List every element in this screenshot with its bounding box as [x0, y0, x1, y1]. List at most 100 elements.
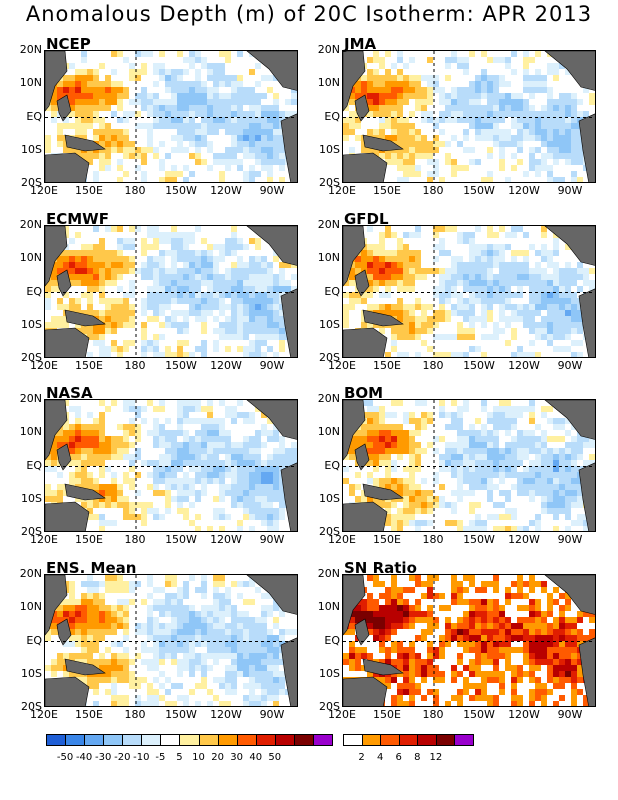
field-cell — [231, 617, 237, 623]
field-cell — [183, 123, 189, 129]
field-cell — [279, 292, 285, 298]
field-cell — [147, 647, 153, 653]
field-cell — [547, 653, 553, 659]
field-cell — [213, 496, 219, 502]
field-cell — [439, 274, 445, 280]
field-cell — [433, 617, 439, 623]
field-cell — [207, 412, 213, 418]
field-cell — [237, 111, 243, 117]
field-cell — [201, 581, 207, 587]
field-cell — [255, 460, 261, 466]
field-cell — [207, 617, 213, 623]
field-cell — [445, 268, 451, 274]
field-cell — [487, 490, 493, 496]
field-cell — [201, 99, 207, 105]
field-cell — [117, 448, 123, 454]
field-cell — [445, 99, 451, 105]
field-cell — [397, 520, 403, 526]
field-cell — [553, 448, 559, 454]
field-cell — [105, 406, 111, 412]
field-cell — [385, 460, 391, 466]
field-cell — [261, 328, 267, 334]
field-cell — [165, 298, 171, 304]
field-cell — [189, 647, 195, 653]
field-cell — [457, 472, 463, 478]
field-cell — [421, 316, 427, 322]
field-cell — [297, 135, 298, 141]
field-cell — [391, 448, 397, 454]
field-cell — [577, 641, 583, 647]
field-cell — [123, 496, 129, 502]
field-cell — [559, 93, 565, 99]
field-cell — [529, 292, 535, 298]
field-cell — [529, 400, 535, 406]
field-cell — [517, 262, 523, 268]
field-cell — [559, 629, 565, 635]
field-cell — [111, 322, 117, 328]
field-cell — [87, 268, 93, 274]
field-cell — [117, 93, 123, 99]
field-cell — [433, 256, 439, 262]
field-cell — [105, 520, 111, 526]
field-cell — [445, 617, 451, 623]
field-cell — [391, 593, 397, 599]
field-cell — [481, 460, 487, 466]
field-cell — [141, 310, 147, 316]
field-cell — [249, 165, 255, 171]
field-cell — [147, 274, 153, 280]
field-cell — [255, 304, 261, 310]
field-cell — [451, 93, 457, 99]
field-cell — [373, 436, 379, 442]
field-cell — [469, 448, 475, 454]
field-cell — [75, 274, 81, 280]
panel-label: NCEP — [46, 35, 91, 53]
field-cell — [529, 406, 535, 412]
field-cell — [535, 268, 541, 274]
field-cell — [111, 448, 117, 454]
field-cell — [165, 442, 171, 448]
field-cell — [523, 484, 529, 490]
field-cell — [523, 322, 529, 328]
field-cell — [225, 701, 231, 706]
field-cell — [481, 268, 487, 274]
field-cell — [99, 81, 105, 87]
field-cell — [367, 81, 373, 87]
field-cell — [481, 298, 487, 304]
field-cell — [415, 87, 421, 93]
field-cell — [541, 232, 547, 238]
field-cell — [255, 340, 261, 346]
field-cell — [493, 105, 499, 111]
field-cell — [147, 659, 153, 665]
field-cell — [177, 292, 183, 298]
field-cell — [111, 490, 117, 496]
field-cell — [511, 647, 517, 653]
field-cell — [243, 123, 249, 129]
field-cell — [379, 436, 385, 442]
field-cell — [99, 599, 105, 605]
field-cell — [379, 75, 385, 81]
field-cell — [69, 478, 75, 484]
field-cell — [69, 617, 75, 623]
field-cell — [577, 478, 583, 484]
field-cell — [469, 262, 475, 268]
field-cell — [373, 51, 379, 57]
field-cell — [135, 514, 141, 520]
field-cell — [505, 274, 511, 280]
field-cell — [159, 671, 165, 677]
field-cell — [279, 677, 285, 683]
field-cell — [243, 502, 249, 508]
field-cell — [349, 93, 355, 99]
field-cell — [415, 165, 421, 171]
field-cell — [219, 575, 225, 581]
field-cell — [385, 424, 391, 430]
field-cell — [213, 436, 219, 442]
field-cell — [51, 659, 57, 665]
field-cell — [117, 310, 123, 316]
field-cell — [159, 641, 165, 647]
field-cell — [427, 520, 433, 526]
land-mass — [544, 400, 595, 440]
field-cell — [415, 653, 421, 659]
field-cell — [379, 57, 385, 63]
field-cell — [183, 514, 189, 520]
field-cell — [439, 593, 445, 599]
